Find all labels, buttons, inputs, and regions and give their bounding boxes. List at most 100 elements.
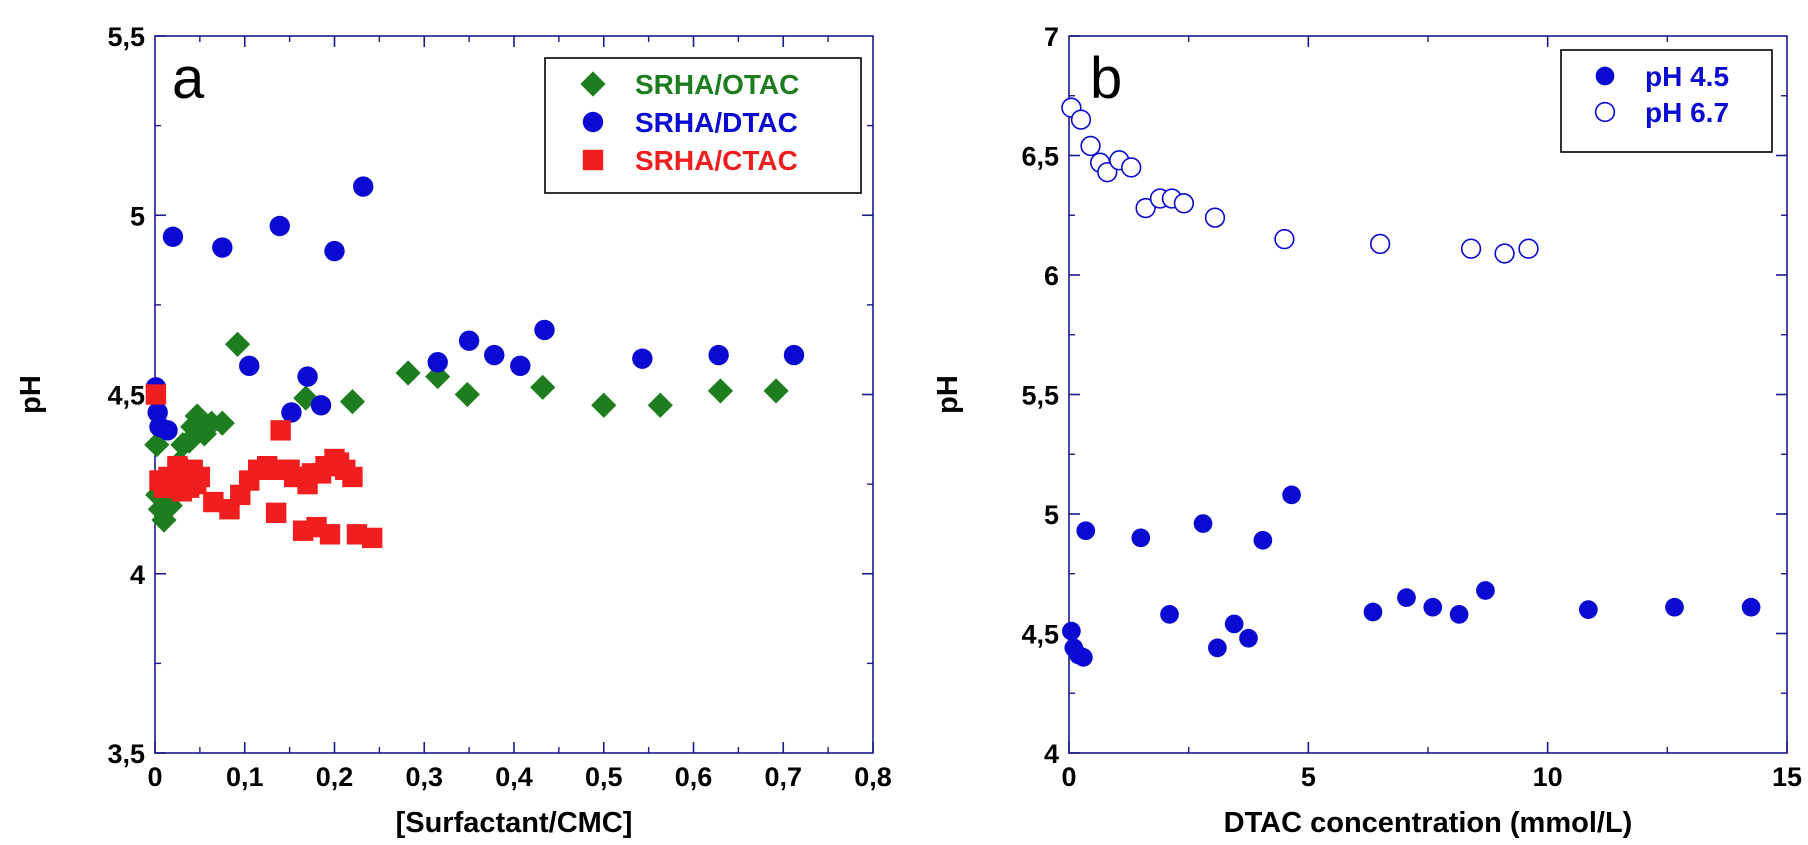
data-point [708,344,729,366]
data-point [1518,238,1539,259]
x-tick-label: 0 [147,762,162,792]
data-point [591,392,617,418]
data-point [1121,157,1142,178]
y-tick-label: 4,5 [107,381,145,411]
data-point [1097,162,1118,183]
x-axis-label: DTAC concentration (mmol/L) [1224,807,1633,839]
data-point [458,330,480,351]
panel-a-chart: 0 0,1 0,2 0,3 0,4 0,5 0,6 0,7 0,8 3,5 4 4,5 5 5,5 [Sur… [15,22,892,839]
data-point [145,384,167,405]
data-point [1665,597,1684,617]
data-point [707,378,734,404]
x-tick-label: 5 [1301,762,1316,792]
legend-entry: SRHA/DTAC [635,107,798,138]
y-axis-label: pH [15,375,47,414]
legend: SRHA/OTAC SRHA/DTAC SRHA/CTAC [544,57,862,194]
series-2 [145,176,805,441]
data-point [427,352,448,373]
series-1 [1062,485,1761,667]
data-point [147,496,173,522]
data-point [361,527,383,549]
data-point [324,240,345,262]
data-point [510,355,531,377]
data-point [1193,514,1213,533]
data-point [1239,628,1258,648]
data-point [270,420,291,441]
data-point [1369,233,1391,255]
data-point [203,491,224,513]
data-point [534,319,555,341]
data-point [484,344,505,366]
legend-marker [582,149,604,171]
data-point [1208,638,1227,658]
legend-entry: SRHA/OTAC [635,69,799,100]
data-point [1449,605,1469,624]
data-point [1135,197,1156,219]
y-axis-label: pH [932,375,964,414]
data-point [1397,588,1416,608]
y-tick-label: 5,5 [1021,381,1059,411]
data-point [157,420,178,441]
data-point [1476,581,1495,600]
legend-box [1560,49,1773,153]
legend-entry: pH 4.5 [1645,61,1729,92]
series-3 [145,384,383,549]
data-point [339,389,366,415]
data-point [297,366,318,387]
legend-marker [582,111,604,133]
data-point [1274,228,1295,250]
x-tick-label: 0,6 [675,762,713,792]
x-axis-label: [Surfactant/CMC] [396,807,633,839]
data-point [310,395,332,416]
data-point [1062,621,1081,641]
data-point [395,360,421,386]
x-tick-label: 0,3 [405,762,443,792]
y-tick-label: 6,5 [1021,142,1059,172]
data-point [224,331,251,357]
data-point [1494,243,1515,264]
legend-marker [1594,101,1616,123]
panel-b-chart: 0 5 10 15 4 4,5 5 5,5 6 6,5 7 DTAC concentration (m… [932,22,1802,839]
y-tick-label: 5 [1044,500,1059,530]
data-point [239,355,260,377]
data-point [319,524,341,545]
x-tick-label: 0,2 [316,762,354,792]
y-tick-label: 3,5 [107,739,145,769]
data-point [176,428,202,454]
legend-entry: pH 6.7 [1645,97,1729,128]
data-point [342,466,363,488]
data-point [647,392,673,418]
data-point [353,176,374,197]
data-point [281,402,302,423]
y-tick-label: 5 [130,201,145,231]
legend-entry: SRHA/CTAC [635,145,798,176]
data-point [425,363,451,390]
data-point [212,237,233,258]
y-tick-label: 4,5 [1021,620,1059,650]
y-tick-label: 4 [1044,739,1059,769]
data-point [1204,207,1226,228]
data-point [1173,193,1195,214]
data-point [1282,485,1301,505]
data-point [1741,597,1761,617]
y-tick-label: 5,5 [107,22,145,52]
data-point [530,374,556,400]
data-point [209,410,235,436]
data-point [632,348,653,369]
data-point [1460,238,1482,259]
data-point [157,493,183,519]
data-point [454,381,480,408]
legend: pH 4.5 pH 6.7 [1560,49,1773,153]
x-tick-label: 10 [1533,762,1563,792]
data-point [763,378,789,404]
data-point [1423,597,1443,617]
data-point [1160,605,1179,624]
y-tick-label: 7 [1044,22,1059,52]
x-tick-label: 15 [1772,762,1802,792]
x-tick-label: 0,1 [226,762,264,792]
panel-letter: b [1090,46,1122,111]
legend-marker [580,71,606,97]
series-2 [1061,97,1539,264]
data-point [1224,614,1244,634]
